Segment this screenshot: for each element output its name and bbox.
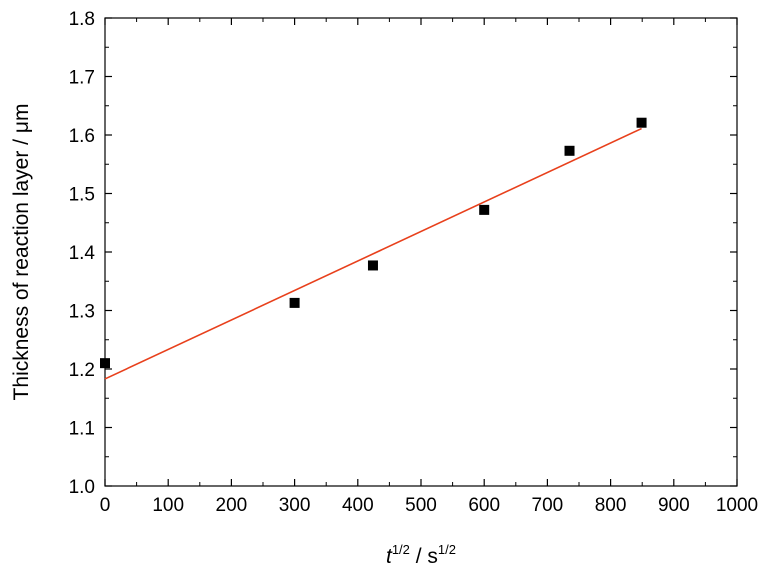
x-tick-label: 600	[468, 495, 500, 516]
y-tick-label: 1.6	[69, 126, 95, 147]
y-axis-label: Thickness of reaction layer / μm	[10, 104, 33, 401]
data-point	[100, 358, 110, 369]
fit-line	[104, 127, 642, 380]
plot-frame	[104, 17, 738, 487]
y-tick-label: 1.3	[69, 302, 95, 323]
axis-ticks	[104, 17, 738, 487]
tick-labels: 0 100 200 300 400 500 600 700 800 900 1000 1.0 1.1 1.…	[69, 9, 759, 516]
x-axis-label-sup: 1/2	[392, 542, 410, 557]
data-points	[100, 117, 647, 369]
x-tick-label: 700	[532, 495, 564, 516]
x-tick-label: 900	[658, 495, 690, 516]
y-tick-label: 1.8	[69, 9, 95, 30]
data-point	[367, 260, 378, 271]
x-tick-label: 0	[100, 495, 111, 516]
x-tick-label: 800	[595, 495, 627, 516]
x-tick-label: 300	[279, 495, 311, 516]
x-axis-label-sep: / s	[410, 545, 438, 568]
x-tick-label: 100	[152, 495, 184, 516]
x-axis-label: t1/2 / s1/2	[386, 542, 456, 568]
x-axis-label-main: t	[386, 545, 393, 568]
y-tick-label: 1.2	[69, 360, 95, 381]
y-tick-label: 1.7	[69, 68, 95, 89]
y-tick-label: 1.5	[69, 185, 95, 206]
data-point	[636, 117, 647, 128]
x-tick-label: 500	[405, 495, 437, 516]
data-point	[564, 145, 575, 156]
data-point	[289, 297, 300, 308]
x-tick-label: 200	[216, 495, 248, 516]
x-tick-label: 1000	[716, 495, 758, 516]
y-tick-label: 1.1	[69, 419, 95, 440]
y-tick-label: 1.4	[69, 243, 96, 264]
x-axis-label-sup2: 1/2	[438, 542, 456, 557]
x-tick-label: 400	[342, 495, 374, 516]
data-point	[479, 204, 490, 215]
y-tick-label: 1.0	[69, 477, 95, 498]
